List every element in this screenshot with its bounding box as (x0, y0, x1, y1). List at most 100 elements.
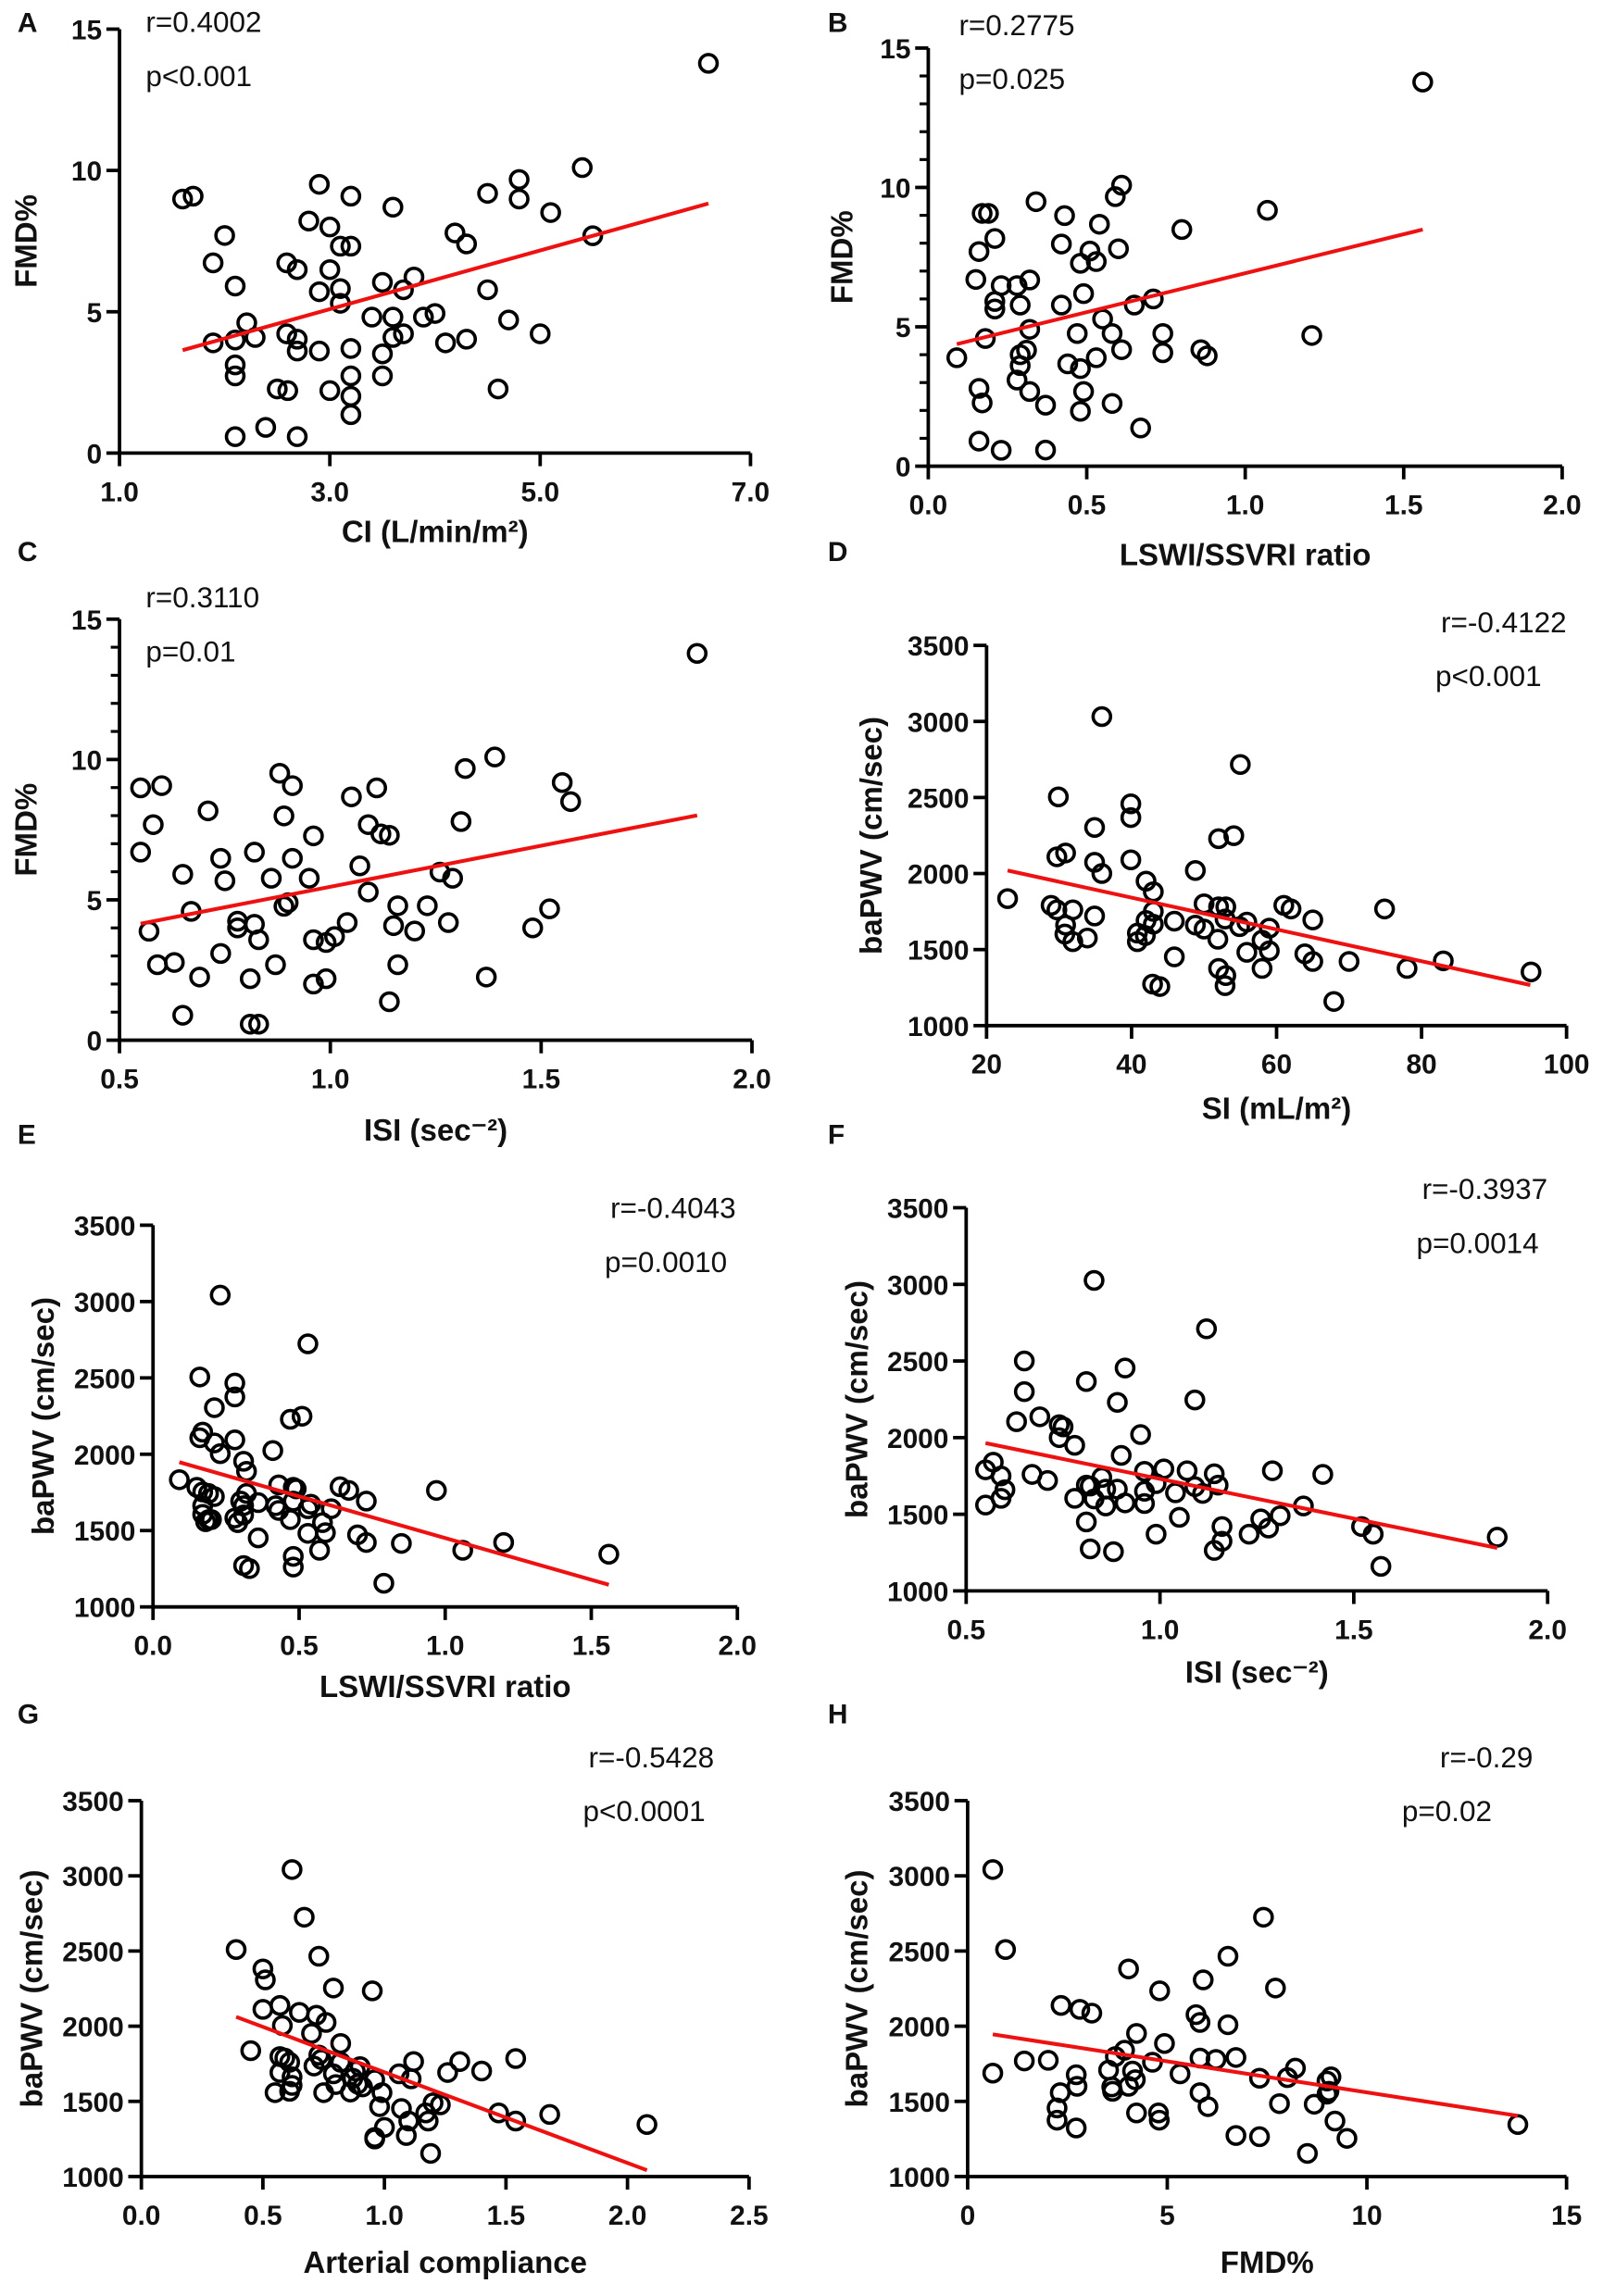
data-point (477, 182, 498, 205)
data-point (686, 643, 708, 665)
data-point (340, 338, 362, 359)
data-point (382, 196, 404, 218)
data-point (273, 805, 294, 827)
data-point (971, 203, 993, 224)
regression-line (1007, 868, 1531, 987)
x-tick-label: 7.0 (732, 477, 770, 507)
y-axis-title: FMD% (9, 783, 44, 877)
y-tick-label: 2000 (62, 2013, 123, 2043)
data-point (990, 1465, 1012, 1487)
data-point (1081, 2003, 1103, 2024)
data-point (308, 281, 331, 303)
x-tick-label: 0.5 (1068, 490, 1107, 520)
data-point (201, 1509, 222, 1530)
data-point (484, 746, 506, 767)
data-point (1211, 1516, 1233, 1538)
regression-line (992, 2032, 1519, 2118)
data-point (968, 378, 990, 399)
y-tick-label: 1500 (887, 1501, 948, 1531)
panel-letter: G (18, 1700, 39, 1730)
y-axis-title: FMD% (9, 194, 44, 288)
data-point (1072, 282, 1095, 305)
data-point (1075, 1511, 1097, 1533)
data-point (1120, 849, 1142, 870)
data-point (324, 926, 345, 947)
data-point (1171, 218, 1193, 241)
data-point (265, 954, 286, 976)
data-point (449, 2051, 470, 2072)
data-point (269, 2062, 291, 2083)
regression-line (984, 1441, 1498, 1551)
data-point (1223, 825, 1245, 846)
data-point (282, 1859, 303, 1880)
data-point (424, 303, 445, 324)
data-point (437, 912, 459, 933)
data-point (1303, 2093, 1325, 2115)
y-axis-title: baPWV (cm/sec) (840, 1280, 874, 1518)
data-point (1217, 2014, 1239, 2036)
correlation-r: r=0.3110 (145, 581, 259, 614)
data-point (338, 1479, 359, 1502)
data-point (1253, 1906, 1274, 1928)
panel-c: 0 5 10 15 0.5 1.0 1.5 2.0 ISI (sec⁻²) FMD% Cr=0.31… (9, 537, 770, 1148)
data-point (214, 870, 236, 892)
data-point (1147, 2103, 1170, 2124)
x-tick-label: 5 (1159, 2201, 1175, 2231)
data-point (455, 757, 476, 780)
data-point (1055, 914, 1076, 936)
data-point (1064, 1434, 1085, 1456)
x-tick-label: 2.0 (608, 2201, 647, 2231)
x-tick-label: 80 (1406, 1050, 1436, 1080)
data-point (1215, 896, 1236, 917)
data-point (340, 2081, 361, 2103)
correlation-r: r=-0.4122 (1441, 606, 1567, 639)
data-point (996, 888, 1019, 909)
data-point (470, 2060, 493, 2082)
data-point (248, 1014, 269, 1035)
data-point (1163, 910, 1185, 932)
y-tick-label: 15 (71, 605, 102, 636)
data-point (1165, 1482, 1186, 1504)
data-point (239, 1014, 261, 1035)
data-point (505, 2110, 527, 2132)
data-point (370, 823, 392, 844)
data-point (426, 1479, 447, 1502)
data-point (224, 1372, 245, 1394)
data-point (1486, 1527, 1509, 1548)
data-point (379, 824, 400, 846)
data-point (1064, 1488, 1085, 1509)
x-tick-label: 1.5 (522, 1064, 561, 1094)
y-axis-title: baPWV (cm/sec) (855, 717, 889, 955)
p-value: p=0.01 (145, 635, 235, 668)
data-point (430, 2094, 451, 2115)
p-value: p=0.0014 (1417, 1227, 1539, 1259)
panel-letter: B (828, 8, 848, 39)
data-point (1373, 898, 1396, 920)
data-point (1050, 233, 1072, 255)
panel-letter: H (828, 1700, 848, 1730)
data-point (1153, 1458, 1175, 1479)
data-point (1265, 1978, 1286, 1999)
y-tick-label: 2500 (74, 1364, 135, 1394)
data-point (1107, 1391, 1128, 1414)
data-point (282, 1545, 304, 1567)
data-point (984, 291, 1006, 312)
data-point (276, 323, 297, 344)
data-point (1095, 1495, 1117, 1516)
y-tick-label: 10 (880, 173, 910, 204)
data-point (224, 275, 246, 297)
data-point (1019, 269, 1041, 291)
p-value: p=0.02 (1402, 1795, 1492, 1828)
data-point (1103, 1541, 1124, 1563)
data-point (1225, 2047, 1246, 2068)
data-point (1362, 1523, 1384, 1545)
x-tick-label: 0.0 (909, 490, 948, 520)
data-point (1062, 930, 1083, 953)
data-point (282, 2066, 303, 2088)
data-point (1083, 1269, 1105, 1292)
data-point (1070, 400, 1091, 422)
data-point (1088, 213, 1110, 235)
data-point (1050, 294, 1072, 316)
data-point (1046, 2109, 1068, 2131)
y-tick-label: 1000 (887, 1577, 948, 1607)
